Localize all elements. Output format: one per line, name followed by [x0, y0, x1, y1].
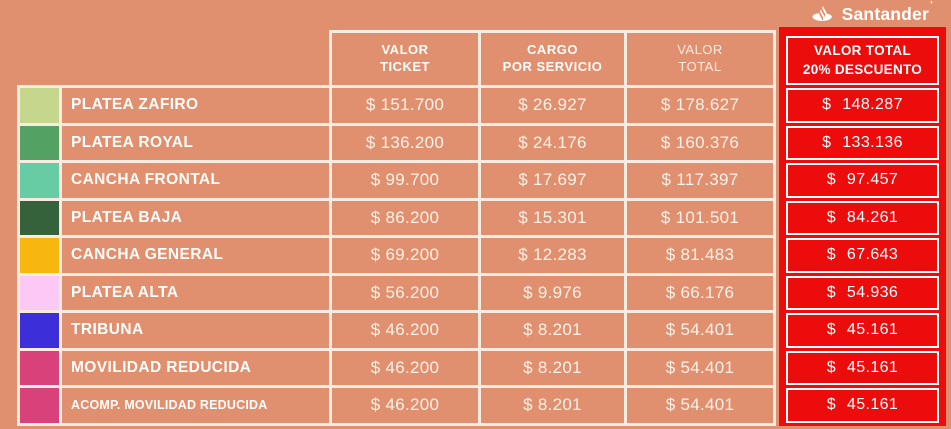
- category-label: PLATEA ZAFIRO: [59, 85, 332, 126]
- discount-column-header: VALOR TOTAL 20% DESCUENTO: [786, 36, 939, 85]
- swatch-cancha-general: [17, 235, 62, 276]
- column-header-cargo-servicio: CARGO POR SERVICIO: [478, 30, 627, 88]
- category-label: MOVILIDAD REDUCIDA: [59, 347, 332, 388]
- valor-total-value: $ 178.627: [624, 85, 776, 126]
- header-line: CARGO: [527, 42, 578, 58]
- swatch-movilidad-reducida: [17, 347, 62, 388]
- valor-descuento-value: $ 97.457: [786, 163, 939, 198]
- valor-descuento-value: $ 84.261: [786, 200, 939, 235]
- valor-descuento-value: $ 45.161: [786, 388, 939, 423]
- category-label: PLATEA ALTA: [59, 272, 332, 313]
- valor-descuento-value: $ 45.161: [786, 313, 939, 348]
- header-line: VALOR: [381, 42, 429, 58]
- cargo-servicio-value: $ 8.201: [478, 347, 627, 388]
- header-line: VALOR TOTAL: [813, 43, 912, 59]
- santander-logo: Santander’: [809, 0, 933, 25]
- swatch-acomp-movilidad-reducida: [17, 385, 62, 426]
- swatch-platea-baja: [17, 197, 62, 238]
- pricing-table: VALOR TICKET CARGO POR SERVICIO VALOR TO…: [17, 30, 776, 426]
- swatch-platea-zafiro: [17, 85, 62, 126]
- valor-ticket-value: $ 69.200: [329, 235, 481, 276]
- column-header-valor-ticket: VALOR TICKET: [329, 30, 481, 88]
- cargo-servicio-value: $ 8.201: [478, 385, 627, 426]
- valor-ticket-value: $ 56.200: [329, 272, 481, 313]
- valor-ticket-value: $ 99.700: [329, 160, 481, 201]
- valor-descuento-value: $ 54.936: [786, 275, 939, 310]
- valor-total-value: $ 160.376: [624, 122, 776, 163]
- valor-total-value: $ 81.483: [624, 235, 776, 276]
- category-label: PLATEA ROYAL: [59, 122, 332, 163]
- brand-name: Santander’: [841, 0, 933, 25]
- category-label: PLATEA BAJA: [59, 197, 332, 238]
- valor-ticket-value: $ 46.200: [329, 347, 481, 388]
- valor-ticket-value: $ 46.200: [329, 310, 481, 351]
- swatch-tribuna: [17, 310, 62, 351]
- header-empty-area: [20, 33, 329, 85]
- cargo-servicio-value: $ 12.283: [478, 235, 627, 276]
- header-line: 20% DESCUENTO: [802, 61, 923, 77]
- swatch-cancha-frontal: [17, 160, 62, 201]
- category-label: CANCHA GENERAL: [59, 235, 332, 276]
- valor-total-value: $ 54.401: [624, 310, 776, 351]
- valor-total-value: $ 117.397: [624, 160, 776, 201]
- category-label: ACOMP. MOVILIDAD REDUCIDA: [59, 385, 332, 426]
- valor-descuento-value: $ 133.136: [786, 125, 939, 160]
- category-label: TRIBUNA: [59, 310, 332, 351]
- valor-descuento-value: $ 148.287: [786, 88, 939, 123]
- cargo-servicio-value: $ 15.301: [478, 197, 627, 238]
- cargo-servicio-value: $ 8.201: [478, 310, 627, 351]
- valor-total-value: $ 66.176: [624, 272, 776, 313]
- column-header-valor-total: VALOR TOTAL: [624, 30, 776, 88]
- header-line: TOTAL: [678, 59, 722, 74]
- santander-flame-icon: [812, 6, 832, 21]
- cargo-servicio-value: $ 26.927: [478, 85, 627, 126]
- valor-descuento-value: $ 45.161: [786, 350, 939, 385]
- valor-total-value: $ 54.401: [624, 385, 776, 426]
- valor-total-value: $ 101.501: [624, 197, 776, 238]
- valor-total-value: $ 54.401: [624, 347, 776, 388]
- valor-ticket-value: $ 86.200: [329, 197, 481, 238]
- valor-ticket-value: $ 136.200: [329, 122, 481, 163]
- header-line: POR SERVICIO: [502, 59, 603, 74]
- category-label: CANCHA FRONTAL: [59, 160, 332, 201]
- cargo-servicio-value: $ 24.176: [478, 122, 627, 163]
- cargo-servicio-value: $ 17.697: [478, 160, 627, 201]
- valor-descuento-value: $ 67.643: [786, 238, 939, 273]
- header-line: VALOR: [677, 42, 723, 58]
- registered-mark: ’: [930, 0, 933, 12]
- swatch-platea-alta: [17, 272, 62, 313]
- cargo-servicio-value: $ 9.976: [478, 272, 627, 313]
- header-line: TICKET: [380, 59, 430, 74]
- swatch-platea-royal: [17, 122, 62, 163]
- discount-panel: VALOR TOTAL 20% DESCUENTO $ 148.287 $ 13…: [779, 27, 946, 426]
- valor-ticket-value: $ 46.200: [329, 385, 481, 426]
- valor-ticket-value: $ 151.700: [329, 85, 481, 126]
